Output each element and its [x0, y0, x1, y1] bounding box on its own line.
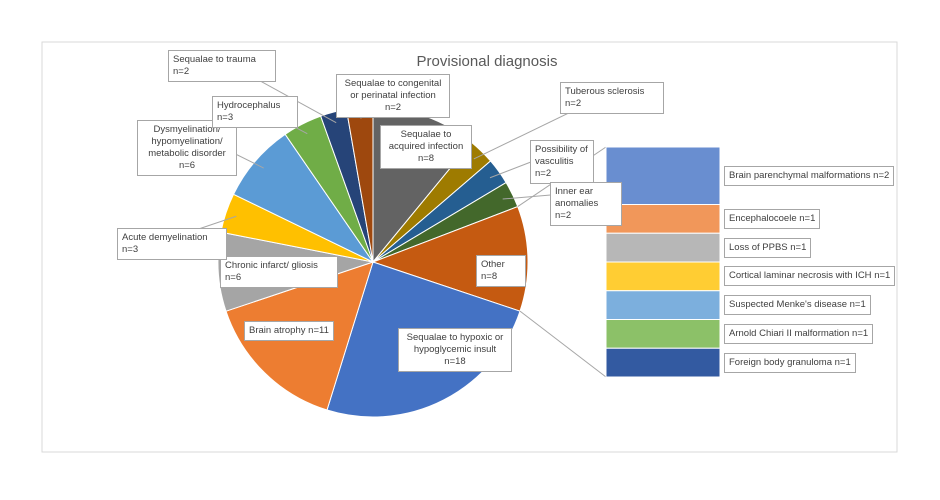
data-label: Brain atrophy n=11	[244, 321, 334, 341]
label-name: Foreign body granuloma	[729, 356, 832, 368]
bar-segment	[605, 146, 721, 205]
bar-segment	[605, 319, 721, 349]
bar-segment	[605, 261, 721, 292]
bar-segment	[605, 232, 721, 263]
label-name: Inner ear anomalies	[555, 186, 599, 209]
label-value: n=2	[873, 169, 890, 181]
label-value: n=8	[481, 271, 498, 282]
label-value: n=6	[178, 160, 196, 171]
label-name: Dysmyelination/ hypomyelination/ metabol…	[148, 124, 226, 159]
label-name: Suspected Menke's disease	[729, 299, 847, 311]
label-value: n=11	[308, 325, 329, 336]
label-value: n=3	[217, 112, 234, 123]
connector-line	[519, 310, 607, 378]
label-name: Cortical laminar necrosis with ICH	[729, 270, 872, 282]
data-label: Chronic infarct/ gliosis n=6	[220, 256, 338, 288]
label-value: n=1	[852, 327, 869, 339]
label-name: Loss of PPBS	[729, 241, 788, 253]
label-name: Sequalae to trauma	[173, 54, 256, 65]
label-name: Brain atrophy	[249, 325, 306, 336]
chart-title: Provisional diagnosis	[417, 53, 558, 70]
data-label: Acute demyelination n=3	[117, 228, 227, 260]
data-label: Tuberous sclerosis n=2	[560, 82, 664, 114]
label-name: Encephalocoele	[729, 212, 797, 224]
label-value: n=1	[874, 270, 891, 282]
label-value: n=1	[799, 212, 816, 224]
bar-segment	[605, 204, 721, 234]
label-value: n=1	[834, 356, 851, 368]
bar-segment	[605, 347, 721, 378]
data-label: Loss of PPBS n=1	[724, 237, 812, 258]
label-value: n=2	[555, 210, 572, 221]
data-label: Sequalae to hypoxic or hypoglycemic insu…	[398, 328, 512, 372]
label-value: n=6	[225, 272, 242, 283]
data-label: Brain parenchymal malformations n=2	[724, 165, 895, 186]
data-label: Encephalocoele n=1	[724, 208, 821, 229]
label-name: Sequalae to acquired infection	[388, 129, 464, 152]
label-name: Arnold Chiari II malformation	[729, 327, 850, 339]
label-value: n=1	[849, 299, 866, 311]
label-name: Sequalae to congenital or perinatal infe…	[344, 78, 442, 101]
label-value: n=18	[444, 356, 466, 367]
data-label: Dysmyelination/ hypomyelination/ metabol…	[137, 120, 237, 176]
label-value: n=2	[173, 66, 190, 77]
label-name: Hydrocephalus	[217, 100, 281, 111]
label-name: Sequalae to hypoxic or hypoglycemic insu…	[406, 332, 504, 355]
data-label: Possibility of vasculitis n=2	[530, 140, 594, 184]
data-label: Foreign body granuloma n=1	[724, 352, 856, 373]
data-label: Other n=8	[476, 255, 526, 287]
label-name: Possibility of vasculitis	[535, 144, 588, 167]
label-name: Chronic infarct/ gliosis	[225, 260, 318, 271]
label-value: n=2	[565, 98, 582, 109]
data-label: Arnold Chiari II malformation n=1	[724, 323, 874, 344]
data-label: Sequalae to acquired infection n=8	[380, 125, 472, 169]
label-name: Other	[481, 259, 505, 270]
label-value: n=2	[535, 168, 552, 179]
label-name: Tuberous sclerosis	[565, 86, 645, 97]
label-value: n=2	[384, 102, 402, 113]
data-label: Inner ear anomalies n=2	[550, 182, 622, 226]
data-label: Hydrocephalus n=3	[212, 96, 298, 128]
data-label: Sequalae to trauma n=2	[168, 50, 276, 82]
data-label: Sequalae to congenital or perinatal infe…	[336, 74, 450, 118]
label-name: Brain parenchymal malformations	[729, 169, 871, 181]
label-value: n=1	[790, 241, 807, 253]
data-label: Suspected Menke's disease n=1	[724, 295, 871, 316]
data-label: Cortical laminar necrosis with ICH n=1	[724, 266, 896, 287]
label-value: n=3	[122, 244, 139, 255]
label-value: n=8	[417, 153, 435, 164]
label-name: Acute demyelination	[122, 232, 208, 243]
bar-segment	[605, 290, 721, 320]
